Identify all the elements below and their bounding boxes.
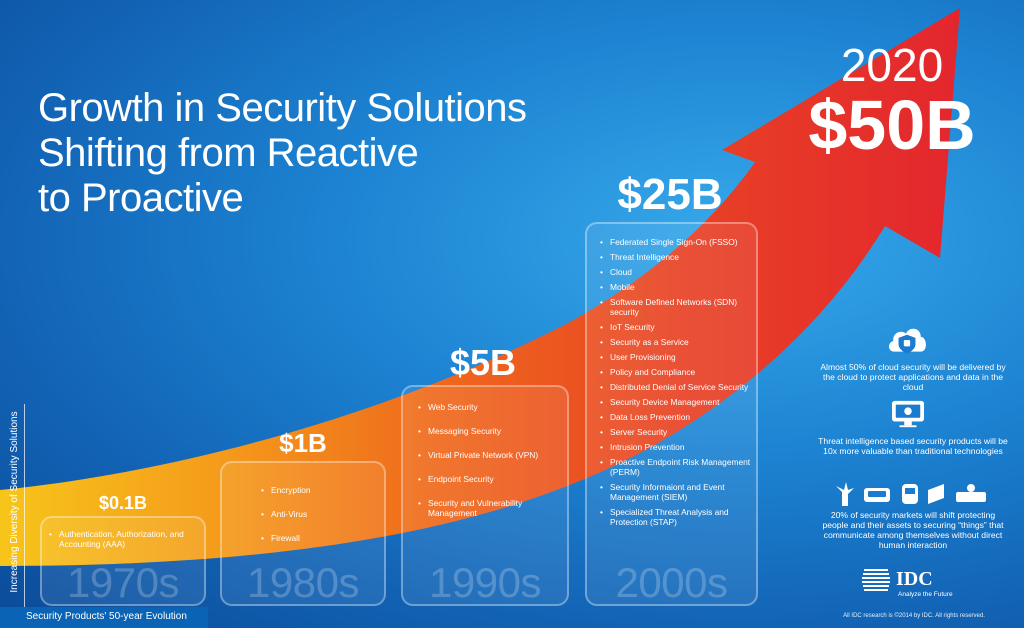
list-item: IoT Security — [599, 322, 754, 332]
logo-tagline: Analyze the Future — [898, 591, 953, 598]
list-item: Proactive Endpoint Risk Management (PERM… — [599, 457, 754, 477]
footer-label: Security Products' 50-year Evolution — [26, 611, 187, 622]
list-item: Endpoint Security — [417, 474, 563, 484]
era-value-1970s: $0.1B — [98, 493, 148, 513]
list-item: Security as a Service — [599, 337, 754, 347]
decade-1970s: 1970s — [67, 559, 179, 606]
list-item: Software Defined Networks (SDN) security — [599, 297, 754, 317]
list-item: Data Loss Prevention — [599, 412, 754, 422]
era-list-1970s: Authentication, Authorization, and Accou… — [48, 529, 200, 549]
title-line: to Proactive — [38, 176, 244, 220]
list-item: Server Security — [599, 427, 754, 437]
connected-things-icon — [836, 482, 986, 506]
list-item: Security and Vulnerability Management — [417, 498, 563, 518]
list-item: Distributed Denial of Service Security — [599, 382, 754, 392]
era-value-1980s: $1B — [279, 428, 327, 458]
copyright: All IDC research is ©2014 by IDC. All ri… — [843, 613, 985, 619]
list-item: Policy and Compliance — [599, 367, 754, 377]
footer-bar — [0, 607, 208, 628]
list-item: Security Device Management — [599, 397, 754, 407]
logo-name: IDC — [896, 568, 933, 590]
y-axis-label: Increasing Diversity of Security Solutio… — [9, 411, 20, 593]
title-line: Growth in Security Solutions — [38, 86, 527, 130]
goal-value: $50B — [808, 86, 976, 164]
list-item: Encryption — [260, 478, 380, 502]
title-line: Shifting from Reactive — [38, 131, 419, 175]
fact-securing-things: 20% of security markets will shift prote… — [822, 510, 1004, 550]
threat-monitor-icon — [892, 400, 924, 428]
cloud-shield-icon — [888, 328, 926, 354]
list-item: Mobile — [599, 282, 754, 292]
list-item: Virtual Private Network (VPN) — [417, 450, 563, 460]
decade-1980s: 1980s — [247, 559, 359, 606]
list-item: Messaging Security — [417, 426, 563, 436]
list-item: Anti-Virus — [260, 502, 380, 526]
era-value-2000s: $25B — [617, 170, 723, 219]
list-item: Federated Single Sign-On (FSSO) — [599, 237, 754, 247]
era-list-1980s: Encryption Anti-Virus Firewall — [260, 478, 380, 550]
list-item: User Provisioning — [599, 352, 754, 362]
page-title: Growth in Security Solutions Shifting fr… — [38, 86, 527, 221]
list-item: Authentication, Authorization, and Accou… — [48, 529, 200, 549]
fact-threat-intelligence: Threat intelligence based security produ… — [818, 436, 1008, 456]
list-item: Threat Intelligence — [599, 252, 754, 262]
list-item: Cloud — [599, 267, 754, 277]
y-axis-line — [24, 404, 25, 622]
era-value-1990s: $5B — [449, 342, 517, 383]
era-list-2000s: Federated Single Sign-On (FSSO) Threat I… — [599, 237, 754, 527]
fact-cloud-security: Almost 50% of cloud security will be del… — [820, 362, 1006, 392]
list-item: Intrusion Prevention — [599, 442, 754, 452]
idc-logo-mark: IDC Analyze the Future — [862, 568, 953, 598]
decade-1990s: 1990s — [429, 559, 541, 606]
list-item: Specialized Threat Analysis and Protecti… — [599, 507, 754, 527]
era-list-1990s: Web Security Messaging Security Virtual … — [417, 402, 563, 518]
decade-2000s: 2000s — [615, 559, 728, 606]
goal-year: 2020 — [840, 39, 944, 91]
list-item: Firewall — [260, 526, 380, 550]
era-box-1990s — [401, 385, 569, 606]
list-item: Web Security — [417, 402, 563, 412]
list-item: Security Informaiont and Event Managemen… — [599, 482, 754, 502]
idc-logo: IDC Analyze the Future — [862, 565, 962, 599]
